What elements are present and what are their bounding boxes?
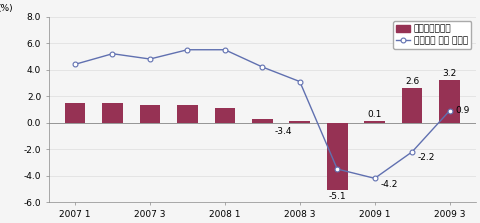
Bar: [327, 123, 348, 190]
Bar: [439, 80, 460, 123]
Text: 0.9: 0.9: [455, 106, 469, 115]
Bar: [402, 88, 422, 123]
Bar: [140, 105, 160, 123]
Bar: [65, 103, 85, 123]
Bar: [215, 108, 235, 123]
Bar: [364, 121, 385, 123]
Bar: [289, 121, 310, 123]
Text: -5.1: -5.1: [328, 192, 346, 201]
Text: 0.1: 0.1: [368, 110, 382, 119]
Text: -2.2: -2.2: [418, 153, 435, 162]
Bar: [102, 103, 123, 123]
Text: 2.6: 2.6: [405, 77, 419, 86]
Bar: [252, 119, 273, 123]
Text: -4.2: -4.2: [380, 180, 398, 189]
Legend: 전기대비증감률, 전년동기 대비 증감률: 전기대비증감률, 전년동기 대비 증감률: [393, 21, 471, 49]
Text: 3.2: 3.2: [443, 69, 457, 78]
Bar: [177, 105, 198, 123]
Text: -3.4: -3.4: [274, 127, 292, 136]
Text: (%): (%): [0, 4, 13, 13]
